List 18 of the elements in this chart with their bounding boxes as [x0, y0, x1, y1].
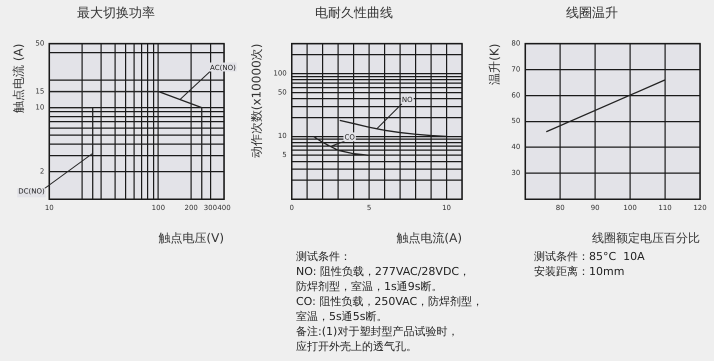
text: 安装距离：10mm [534, 264, 626, 279]
text: 应打开外壳上的透气孔。 [296, 339, 418, 354]
text: 备注:(1)对于塑封型产品试验时， [296, 324, 460, 339]
y-axis-title: 温升(K) [487, 44, 502, 85]
y-axis-title: 触点电流 (A) [11, 44, 26, 113]
y-axis-title: 动作次数(x10000次) [249, 44, 264, 158]
text: CO: 阻性负载，250VAC，防焊剂型， [296, 294, 484, 309]
text: 室温，5s通5s断。 [296, 309, 388, 324]
x-axis-title: 线圈额定电压百分比 [592, 230, 700, 245]
x-axis-title: 触点电压(V) [158, 230, 224, 245]
text: NO: 阻性负载，277VAC/28VDC， [296, 264, 472, 279]
chart-title: 最大切换功率 [77, 5, 155, 22]
chart-title: 电耐久性曲线 [315, 6, 393, 22]
chart-title: 线圈温升 [566, 6, 618, 22]
text: 测试条件：85°C 10A [534, 249, 645, 264]
text: 测试条件： [296, 249, 352, 264]
text: 防焊剂型，室温，1s通9s断。 [296, 279, 444, 294]
x-axis-title: 触点电流(A) [396, 230, 462, 245]
